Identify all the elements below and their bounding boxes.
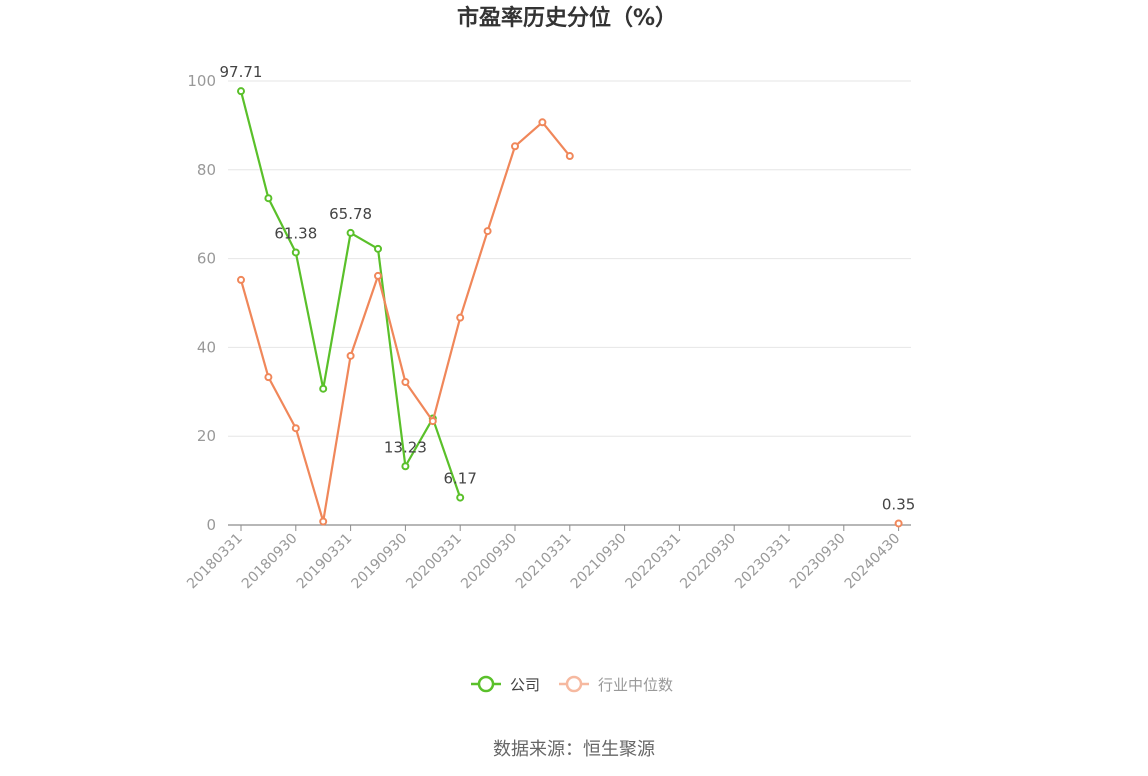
data-source: 数据来源：恒生聚源	[493, 739, 655, 760]
data-point	[291, 248, 300, 257]
data-point	[291, 424, 300, 433]
legend-label: 公司	[510, 676, 540, 694]
data-point	[483, 227, 492, 236]
legend-label: 行业中位数	[598, 676, 673, 694]
data-label: 6.17	[443, 470, 476, 488]
data-point	[374, 271, 382, 280]
legend-marker	[477, 675, 495, 693]
data-label: 97.71	[220, 63, 263, 81]
y-tick-label: 20	[197, 427, 216, 445]
series-company: 97.71 61.38 65.78 13.23 6.17	[220, 63, 477, 502]
data-point	[456, 493, 465, 502]
data-point	[428, 417, 437, 426]
legend-item-industry-median[interactable]: 行业中位数	[559, 675, 673, 694]
data-label: 0.35	[882, 495, 915, 513]
y-axis: 0 20 40 60 80 100	[187, 72, 216, 534]
chart-title: 市盈率历史分位（%）	[457, 5, 677, 31]
y-tick-label: 0	[206, 516, 216, 534]
x-tick-label: 20230930	[787, 531, 849, 593]
data-label: 13.23	[384, 438, 427, 456]
data-label: 65.78	[329, 205, 372, 223]
x-axis: 2018033120180930201903312019093020200331…	[184, 524, 911, 593]
data-point	[401, 378, 410, 387]
data-point	[264, 373, 273, 382]
data-label: 61.38	[274, 224, 317, 242]
data-point	[511, 142, 519, 151]
data-point	[538, 118, 547, 127]
data-point	[565, 152, 574, 161]
series-industry-median: 0.35	[237, 118, 915, 528]
series-layer: 97.71 61.38 65.78 13.23 6.17 0.35	[220, 63, 915, 528]
data-point	[237, 275, 245, 284]
data-point	[264, 194, 273, 203]
legend[interactable]: 公司 行业中位数	[471, 675, 673, 694]
data-point	[346, 351, 355, 360]
x-tick-label: 20210930	[568, 531, 630, 593]
data-point	[894, 519, 903, 528]
data-point	[346, 228, 355, 237]
x-tick-label: 20200331	[403, 531, 465, 593]
x-tick-label: 20180930	[239, 531, 301, 593]
x-tick-label: 20190331	[294, 531, 356, 593]
legend-marker	[565, 675, 583, 693]
x-tick-label: 20190930	[349, 531, 411, 593]
data-point	[319, 384, 328, 393]
data-point	[401, 462, 410, 471]
data-point	[374, 244, 382, 253]
x-tick-label: 20180331	[184, 531, 246, 593]
x-tick-label: 20210331	[513, 531, 575, 593]
x-tick-label: 20240430	[842, 531, 904, 593]
x-tick-label: 20230331	[732, 531, 794, 593]
data-point	[456, 313, 465, 322]
y-tick-label: 40	[197, 338, 216, 356]
y-tick-label: 80	[197, 161, 216, 179]
grid	[228, 80, 911, 437]
x-tick-label: 20220331	[623, 531, 685, 593]
y-tick-label: 60	[197, 250, 216, 268]
data-point	[237, 87, 245, 96]
x-tick-label: 20220930	[677, 531, 739, 593]
data-point	[319, 517, 328, 526]
x-tick-label: 20200930	[458, 531, 520, 593]
legend-item-company[interactable]: 公司	[471, 675, 540, 694]
y-tick-label: 100	[187, 72, 216, 90]
